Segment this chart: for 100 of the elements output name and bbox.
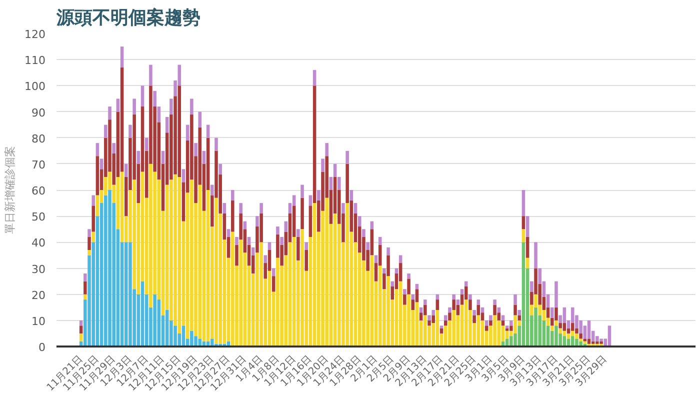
bar — [534, 307, 538, 346]
bar — [132, 98, 136, 114]
bar — [308, 195, 312, 206]
bar — [362, 229, 366, 237]
bar — [214, 138, 218, 151]
bar — [149, 64, 152, 86]
bar — [575, 333, 578, 339]
bar — [218, 164, 222, 174]
bar — [468, 300, 472, 310]
bar — [206, 190, 210, 342]
bar — [596, 341, 599, 344]
bar — [558, 328, 562, 334]
bar — [505, 328, 509, 331]
bar — [534, 242, 538, 268]
bar — [518, 310, 522, 316]
bar — [300, 229, 304, 346]
bar — [587, 338, 591, 344]
bar — [296, 236, 300, 260]
bar — [424, 315, 427, 346]
bar — [390, 281, 394, 287]
y-tick-label: 10 — [32, 314, 46, 328]
bar — [84, 281, 87, 294]
bar — [346, 203, 349, 346]
bar — [276, 226, 280, 234]
bar — [198, 112, 202, 128]
bar — [456, 300, 460, 305]
bar — [96, 143, 100, 156]
y-tick-label: 40 — [32, 236, 46, 250]
bar — [268, 242, 272, 250]
bar — [386, 276, 390, 346]
bar — [398, 281, 402, 346]
y-tick-label: 70 — [32, 158, 46, 172]
bar — [522, 229, 526, 242]
bar — [206, 124, 210, 138]
bar — [92, 232, 96, 242]
bar — [128, 124, 132, 138]
bar — [562, 323, 566, 331]
bar — [230, 232, 234, 346]
bar — [526, 258, 530, 268]
y-tick-label: 80 — [32, 132, 46, 146]
bar — [304, 250, 308, 271]
bar — [264, 255, 268, 264]
bar — [276, 258, 280, 346]
bar — [600, 338, 603, 342]
bar — [464, 281, 468, 287]
bar — [308, 206, 312, 237]
bar — [550, 326, 554, 331]
bar — [226, 229, 230, 237]
bar — [251, 247, 255, 256]
bar — [88, 229, 91, 237]
bar — [247, 236, 251, 245]
bar — [579, 338, 582, 342]
bar — [136, 150, 140, 164]
y-tick-label: 0 — [38, 341, 46, 354]
bar — [386, 247, 390, 256]
bar — [415, 302, 419, 346]
bar — [108, 190, 112, 346]
bar — [325, 143, 328, 156]
y-tick-label: 60 — [32, 184, 46, 198]
bar — [268, 270, 272, 346]
bar — [239, 240, 242, 346]
bar — [190, 330, 194, 346]
bar — [296, 229, 300, 237]
y-tick-label: 110 — [24, 54, 46, 68]
bar — [514, 315, 517, 334]
bar — [124, 164, 128, 177]
bar — [378, 236, 382, 245]
bar — [210, 338, 214, 346]
bar — [514, 294, 517, 305]
bar — [124, 242, 128, 346]
bar — [554, 326, 558, 346]
bar — [312, 203, 316, 346]
bar — [510, 326, 513, 331]
bar — [600, 341, 603, 344]
bar — [198, 184, 202, 339]
bar — [497, 307, 501, 313]
bar — [382, 268, 386, 274]
chart-title: 源頭不明個案趨勢 — [56, 8, 200, 28]
y-tick-label: 90 — [32, 106, 46, 120]
bar — [88, 250, 91, 256]
bar — [370, 255, 374, 346]
bar — [452, 294, 456, 300]
bar — [354, 203, 358, 214]
bar — [280, 236, 284, 245]
bar — [522, 216, 526, 230]
bar — [88, 236, 91, 250]
bar — [186, 124, 190, 140]
bar — [235, 236, 238, 245]
bar — [407, 294, 410, 346]
bar — [260, 203, 263, 214]
bar — [100, 158, 104, 170]
bar — [428, 315, 431, 320]
bar — [84, 273, 87, 282]
bar — [108, 106, 112, 120]
bar — [157, 106, 161, 122]
bar — [312, 70, 316, 86]
bar — [444, 315, 448, 320]
bar — [583, 338, 587, 342]
bar — [489, 315, 492, 320]
bar — [325, 198, 328, 346]
